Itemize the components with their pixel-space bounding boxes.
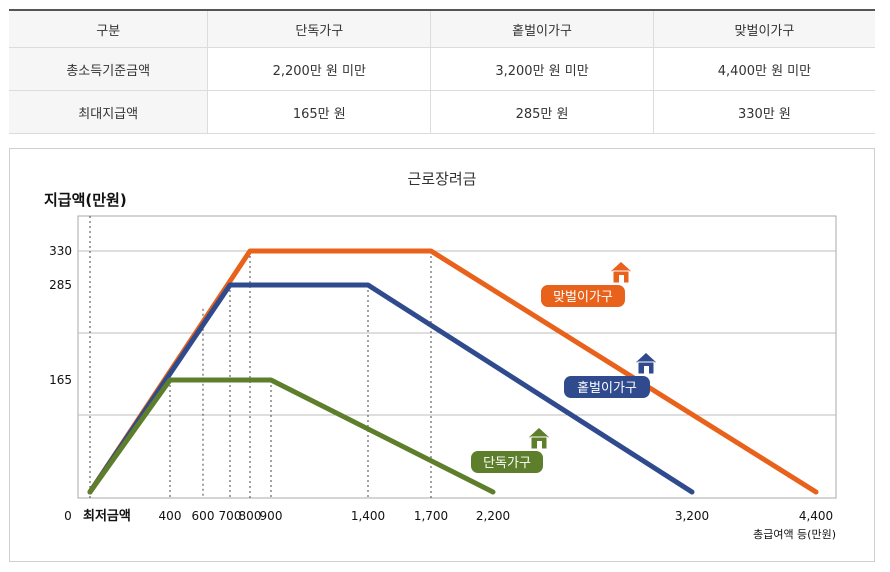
series-label-text: 맞벌이가구 <box>553 290 613 305</box>
table-cell: 3,200만 원 미만 <box>430 47 654 91</box>
column-header: 구분 <box>9 10 209 48</box>
series-label: 홑벌이가구 <box>564 350 660 398</box>
series-label-text: 단독가구 <box>483 456 531 471</box>
table-cell: 4,400만 원 미만 <box>653 47 875 91</box>
x-tick-label: 800 <box>239 509 262 523</box>
plot-frame <box>77 215 837 499</box>
benefit-table: 구분 단독가구 홑벌이가구 맞벌이가구 총소득기준금액 2,200만 원 미만 … <box>9 9 875 134</box>
x-tick-label: 400 <box>159 509 182 523</box>
x-tick-label: 4,400 <box>799 509 833 523</box>
x-axis-label: 총급여액 등(만원) <box>753 528 836 541</box>
house-icon <box>607 259 635 284</box>
x-tick-label: 600 <box>192 509 215 523</box>
series-label-badge <box>564 376 650 398</box>
table-row: 총소득기준금액 2,200만 원 미만 3,200만 원 미만 4,400만 원… <box>9 47 875 91</box>
house-icon <box>632 350 660 375</box>
chart-title: 근로장려금 <box>407 170 476 188</box>
x-tick-label: 900 <box>260 509 283 523</box>
x-tick-label: 700 <box>219 509 242 523</box>
y-tick-label: 285 <box>49 278 72 292</box>
table-cell: 2,200만 원 미만 <box>207 47 432 91</box>
series-label-text: 홑벌이가구 <box>577 381 637 396</box>
table-row: 최대지급액 165만 원 285만 원 330만 원 <box>9 90 875 134</box>
column-header: 홑벌이가구 <box>430 10 654 48</box>
series-label: 맞벌이가구 <box>541 259 635 307</box>
y-axis-label: 지급액(만원) <box>44 191 127 209</box>
x-min-label: 최저금액 <box>83 509 131 524</box>
series-label-badge <box>541 285 625 307</box>
row-header: 최대지급액 <box>9 90 209 134</box>
house-door <box>537 441 542 449</box>
table-cell: 330만 원 <box>653 90 875 134</box>
house-door <box>619 275 624 283</box>
series-label-badge <box>471 451 543 473</box>
table-header-row: 구분 단독가구 홑벌이가구 맞벌이가구 <box>9 10 875 48</box>
series-line <box>87 282 695 495</box>
series-line <box>87 377 496 495</box>
series-label: 단독가구 <box>471 425 553 473</box>
x-tick-label: 1,700 <box>414 509 448 523</box>
table-cell: 285만 원 <box>430 90 654 134</box>
row-header: 총소득기준금액 <box>9 47 209 91</box>
y-tick-label: 330 <box>49 244 72 258</box>
x-tick-label: 1,400 <box>351 509 385 523</box>
table-cell: 165만 원 <box>207 90 432 134</box>
house-door <box>644 366 649 374</box>
x-tick-label: 2,200 <box>476 509 510 523</box>
x-tick-label: 3,200 <box>675 509 709 523</box>
y-tick-label: 165 <box>49 373 72 387</box>
origin-label: 0 <box>64 509 72 523</box>
house-icon <box>525 425 553 450</box>
column-header: 단독가구 <box>207 10 432 48</box>
column-header: 맞벌이가구 <box>653 10 875 48</box>
